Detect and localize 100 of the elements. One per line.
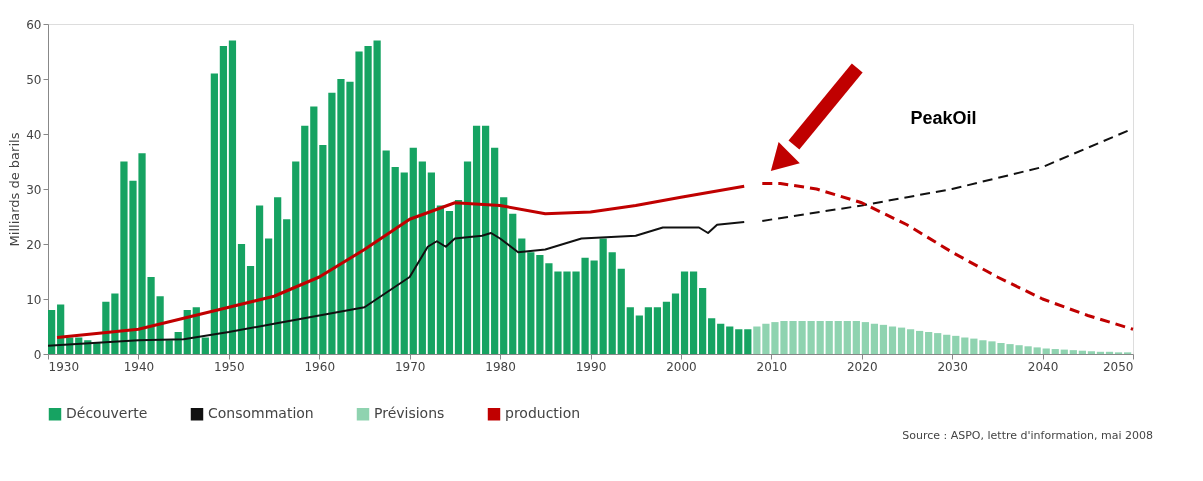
bar [699,288,707,354]
y-tick-label: 0 [33,347,42,362]
bar [916,330,924,354]
bar [807,321,815,354]
bar [255,205,264,354]
x-tick-label: 1950 [214,359,245,374]
y-tick-label: 30 [26,182,42,197]
x-tick-label: 2040 [1027,359,1059,374]
x-tick-label: 2030 [937,359,968,374]
bar [671,293,680,354]
y-tick-label: 50 [26,72,42,87]
line-series [55,184,746,339]
bar [228,40,237,354]
x-tick-label: 2000 [666,359,697,374]
bar [382,150,390,354]
bar [834,321,842,354]
bar [274,197,282,354]
x-tick-label: 1990 [575,359,607,374]
legend-label: Découverte [66,405,148,422]
bar [319,145,327,354]
line-series [760,182,1135,331]
bar [943,334,951,354]
bar [373,40,381,354]
bar [491,147,499,354]
bar [237,244,246,354]
bar [409,147,417,354]
bar [527,252,535,354]
source-note: Source : ASPO, lettre d'information, mai 2008 [902,429,1153,442]
bar [445,211,454,354]
bar [1033,347,1041,354]
bar [653,307,662,354]
bar [744,329,752,354]
x-tick-label: 1930 [48,359,80,374]
y-tick-label: 20 [26,237,42,252]
bar [219,46,228,354]
bar [644,307,652,354]
bar [626,307,634,354]
bar [310,106,318,354]
legend-label: production [505,405,581,422]
bar [735,329,743,354]
bar [680,271,689,354]
bar [536,255,544,354]
bar [463,161,472,354]
bar [427,172,435,354]
legend-label: Consommation [208,405,314,422]
bar [861,322,869,354]
bar [617,268,625,354]
bar [906,329,915,354]
bar [635,315,643,354]
bar [472,125,481,354]
bar [210,73,218,354]
bar [436,205,445,354]
y-axis-title: Milliards de barils [7,132,23,247]
bar [879,324,888,354]
bar [165,340,173,354]
bar [482,125,490,354]
x-tick-label: 1970 [394,359,426,374]
bar [970,338,978,354]
bar [1051,349,1059,354]
bar [925,332,933,354]
bar [283,219,291,354]
bar [662,301,671,354]
bar [246,266,255,354]
bar [961,337,969,354]
bar [952,335,960,354]
x-tick-label: 2020 [846,359,878,374]
bar [509,213,517,354]
bar [726,326,734,354]
bar [608,252,616,354]
bar [870,323,879,354]
bar [301,125,309,354]
bar [852,321,860,354]
bar [500,197,508,354]
legend-label: Prévisions [374,405,445,422]
bar [265,238,273,354]
bar [825,321,833,354]
bar [454,200,463,354]
bar [518,238,526,354]
bar [391,167,399,354]
bar [1069,350,1077,354]
y-tick-label: 60 [26,17,42,32]
bar [418,161,426,354]
y-tick-label: 10 [26,292,42,307]
bar [934,333,942,354]
x-tick-label: 2010 [756,359,788,374]
x-tick-label: 1940 [123,359,155,374]
y-tick-label: 40 [26,127,42,142]
annotation: PeakOil [910,108,977,128]
bar [708,318,716,354]
bar [599,238,607,354]
bar [897,327,906,354]
bar [816,321,824,354]
bar [1024,346,1032,354]
line-series [47,221,746,347]
bar [717,323,725,354]
bar [590,260,598,354]
bar [689,271,698,354]
x-tick-label: 2050 [1102,359,1134,374]
bar [888,326,897,354]
x-tick-label: 1980 [485,359,516,374]
